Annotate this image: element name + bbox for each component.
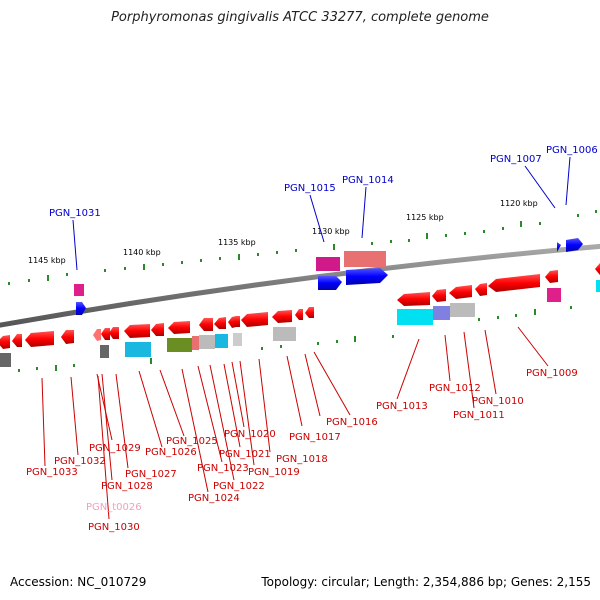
reverse-strand-features bbox=[0, 263, 600, 367]
reverse-label-connectors bbox=[41, 326, 549, 520]
gene-feature bbox=[93, 329, 101, 341]
gene-feature bbox=[450, 303, 475, 317]
gene-feature bbox=[233, 316, 240, 327]
gene-label-pgn-1029: PGN_1029 bbox=[89, 443, 141, 454]
gene-label-pgn-1011: PGN_1011 bbox=[453, 410, 505, 421]
gene-label-pgn-1018: PGN_1018 bbox=[276, 454, 328, 465]
gene-feature bbox=[566, 238, 583, 252]
gene-label-pgn-1017: PGN_1017 bbox=[289, 432, 341, 443]
gene-label-pgn-1013: PGN_1013 bbox=[376, 401, 428, 412]
gene-feature bbox=[233, 333, 242, 346]
gene-feature bbox=[433, 306, 450, 320]
gene-feature bbox=[192, 336, 199, 350]
gene-label-pgn-t0026: PGN_t0026 bbox=[86, 502, 142, 513]
gene-label-pgn-1026: PGN_1026 bbox=[145, 447, 197, 458]
gene-label-pgn-1020: PGN_1020 bbox=[224, 429, 276, 440]
gene-label-pgn-1027: PGN_1027 bbox=[125, 469, 177, 480]
gene-feature bbox=[547, 288, 561, 302]
gene-feature bbox=[241, 312, 268, 327]
gene-feature bbox=[12, 334, 22, 347]
forward-label-connectors bbox=[72, 156, 571, 271]
gene-label-pgn-1031: PGN_1031 bbox=[49, 208, 101, 219]
inner-scale-ticks bbox=[18, 306, 572, 372]
scale-label-1140: 1140 kbp bbox=[123, 248, 161, 257]
forward-strand-features bbox=[74, 238, 583, 315]
gene-label-pgn-1007: PGN_1007 bbox=[490, 154, 542, 165]
scale-label-1125: 1125 kbp bbox=[406, 213, 444, 222]
gene-feature bbox=[346, 268, 388, 285]
gene-feature bbox=[0, 353, 11, 367]
gene-feature bbox=[272, 310, 292, 323]
gene-feature bbox=[76, 302, 86, 315]
gene-feature bbox=[344, 251, 386, 267]
gene-label-pgn-1010: PGN_1010 bbox=[472, 396, 524, 407]
gene-label-pgn-1016: PGN_1016 bbox=[326, 417, 378, 428]
scale-label-1135: 1135 kbp bbox=[218, 238, 256, 247]
gene-feature bbox=[215, 334, 228, 348]
gene-feature bbox=[0, 335, 10, 349]
gene-label-pgn-1015: PGN_1015 bbox=[284, 183, 336, 194]
scale-label-1145: 1145 kbp bbox=[28, 256, 66, 265]
gene-feature bbox=[168, 321, 190, 334]
gene-feature bbox=[545, 270, 558, 283]
gene-feature bbox=[475, 283, 487, 296]
gene-feature bbox=[124, 324, 150, 338]
gene-feature bbox=[214, 317, 226, 329]
map-title: Porphyromonas gingivalis ATCC 33277, com… bbox=[111, 10, 489, 25]
accession-label: Accession: NC_010729 bbox=[10, 575, 147, 589]
gene-feature bbox=[25, 331, 54, 347]
gene-label-pgn-1006: PGN_1006 bbox=[546, 145, 598, 156]
gene-label-pgn-1009: PGN_1009 bbox=[526, 368, 578, 379]
gene-feature bbox=[273, 327, 296, 341]
gene-feature bbox=[101, 328, 110, 340]
gene-feature bbox=[109, 327, 119, 339]
gene-feature bbox=[397, 292, 430, 306]
gene-feature bbox=[318, 276, 342, 290]
outer-scale-ticks bbox=[8, 210, 597, 285]
topology-label: Topology: circular; Length: 2,354,886 bp… bbox=[261, 575, 591, 589]
gene-feature bbox=[74, 284, 84, 296]
gene-label-pgn-1024: PGN_1024 bbox=[188, 493, 240, 504]
gene-label-pgn-1022: PGN_1022 bbox=[213, 481, 265, 492]
gene-feature bbox=[316, 257, 340, 271]
gene-feature bbox=[557, 242, 561, 252]
gene-feature bbox=[125, 342, 151, 357]
gene-feature bbox=[488, 274, 540, 292]
gene-feature bbox=[305, 307, 314, 318]
gene-feature bbox=[199, 318, 213, 331]
gene-feature bbox=[595, 263, 600, 275]
gene-label-pgn-1021: PGN_1021 bbox=[219, 449, 271, 460]
gene-label-pgn-1032: PGN_1032 bbox=[54, 456, 106, 467]
gene-feature bbox=[228, 316, 236, 328]
scale-label-1120: 1120 kbp bbox=[500, 199, 538, 208]
gene-label-pgn-1025: PGN_1025 bbox=[166, 436, 218, 447]
gene-feature bbox=[432, 289, 446, 302]
gene-label-pgn-1028: PGN_1028 bbox=[101, 481, 153, 492]
gene-label-pgn-1014: PGN_1014 bbox=[342, 175, 394, 186]
scale-label-1130: 1130 kbp bbox=[312, 227, 350, 236]
gene-feature bbox=[167, 338, 192, 352]
gene-feature bbox=[151, 323, 164, 336]
gene-label-pgn-1030: PGN_1030 bbox=[88, 522, 140, 533]
gene-label-pgn-1023: PGN_1023 bbox=[197, 463, 249, 474]
gene-label-pgn-1019: PGN_1019 bbox=[248, 467, 300, 478]
gene-feature bbox=[199, 335, 215, 349]
gene-feature bbox=[100, 345, 109, 358]
gene-feature bbox=[397, 309, 433, 325]
gene-label-pgn-1012: PGN_1012 bbox=[429, 383, 481, 394]
gene-feature bbox=[295, 309, 303, 320]
gene-feature bbox=[596, 280, 600, 292]
gene-feature bbox=[61, 330, 74, 344]
gene-feature bbox=[449, 285, 472, 299]
gene-label-pgn-1033: PGN_1033 bbox=[26, 467, 78, 478]
